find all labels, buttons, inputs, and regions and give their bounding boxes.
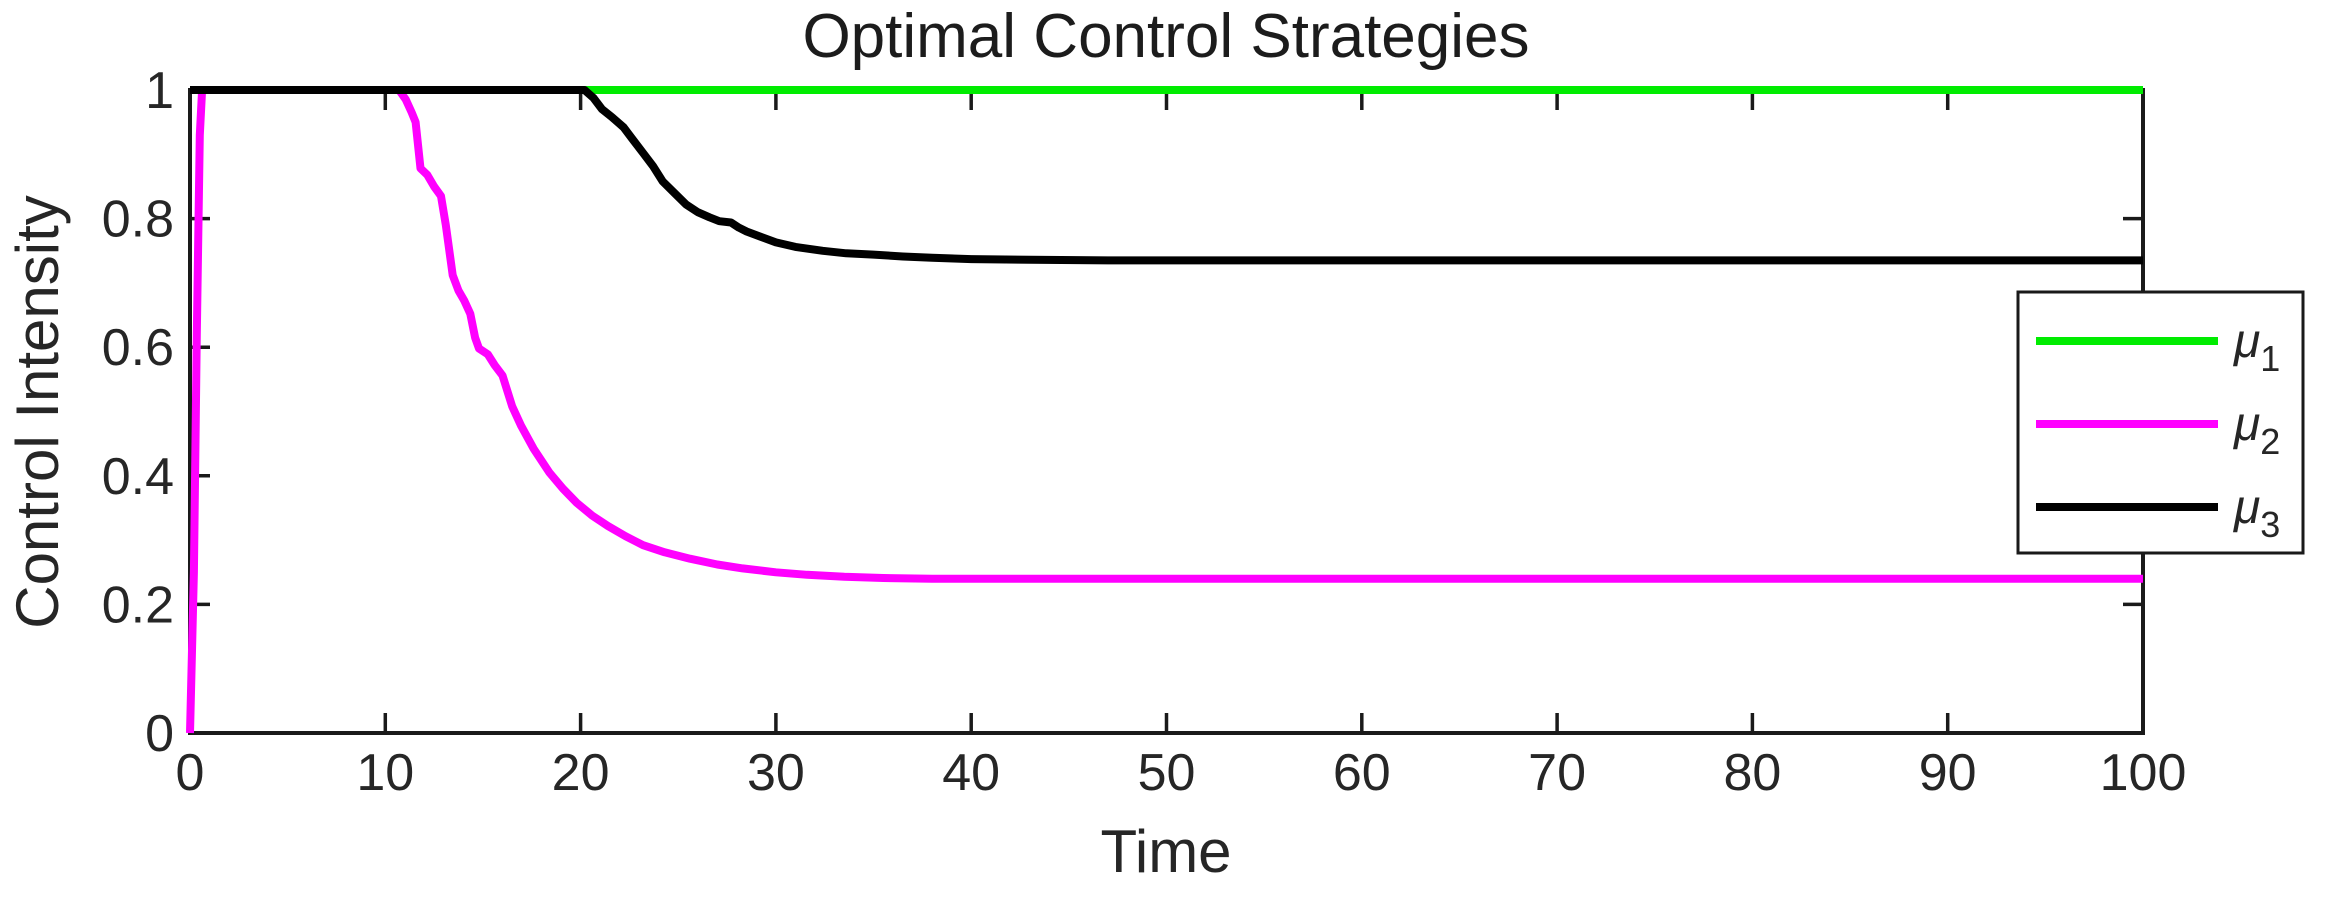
x-axis-label: Time [1100, 818, 1231, 885]
y-tick-label: 0.2 [102, 576, 174, 634]
x-tick-label: 40 [942, 744, 1000, 802]
axes-box: 0 10 20 30 40 50 60 70 80 90 100 0 0.2 0.4 0.6 0.8 1 [102, 62, 2187, 802]
plot-border [188, 88, 2145, 735]
y-tick-label: 1 [145, 62, 174, 120]
chart-title: Optimal Control Strategies [802, 2, 1529, 71]
x-tick-label: 0 [176, 744, 205, 802]
series-mu_2-line [186, 86, 2143, 734]
series-mu_3-line [190, 86, 2143, 265]
x-tick-label: 50 [1138, 744, 1196, 802]
x-tick-label: 80 [1723, 744, 1781, 802]
y-tick-label: 0.6 [102, 319, 174, 377]
x-tick-label: 100 [2100, 744, 2187, 802]
y-axis-label: Control Intensity [4, 195, 71, 629]
x-tick-label: 20 [552, 744, 610, 802]
y-tick-label: 0 [145, 705, 174, 763]
x-tick-label: 90 [1919, 744, 1977, 802]
x-tick-label: 10 [356, 744, 414, 802]
y-tick-label: 0.4 [102, 448, 174, 506]
x-tick-label: 70 [1528, 744, 1586, 802]
y-tick-label: 0.8 [102, 191, 174, 249]
legend-label-mu_3: μ3 [2232, 481, 2280, 545]
x-tick-label: 60 [1333, 744, 1391, 802]
series-lines [186, 86, 2143, 734]
legend-label-mu_1: μ1 [2232, 315, 2280, 379]
legend-label-mu_2: μ2 [2232, 398, 2280, 462]
x-tick-label: 30 [747, 744, 805, 802]
legend: μ1 μ2 μ3 [2016, 290, 2305, 555]
